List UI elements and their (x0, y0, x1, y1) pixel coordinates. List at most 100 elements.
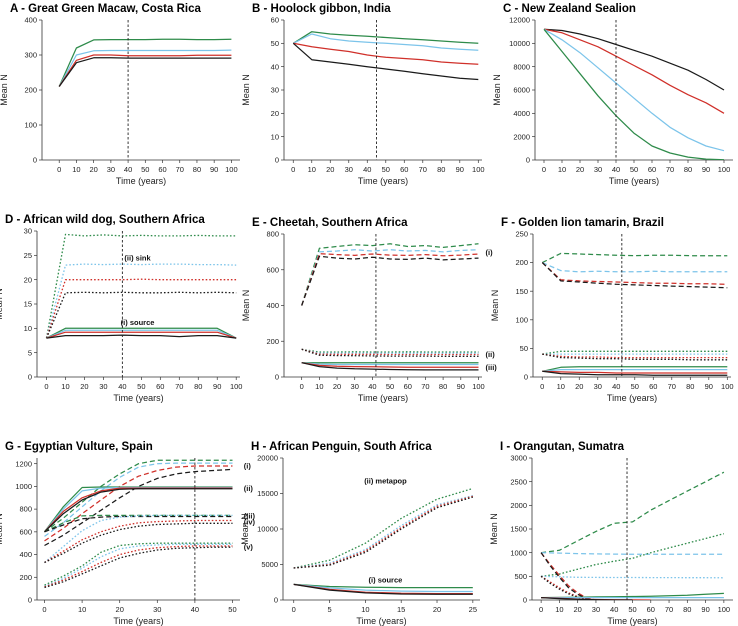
panel-i-xtick-label: 60 (647, 605, 655, 614)
panel-i-xtick-label: 80 (683, 605, 691, 614)
panel-a-series-4-black-solid (58, 57, 232, 87)
panel-c-xtick-label: 100 (718, 165, 731, 174)
panel-h-ytick-label: 0 (274, 596, 278, 605)
panel-h-y-label: Mean N (240, 513, 250, 545)
panel-i-xtick-label: 20 (574, 605, 582, 614)
panel-f-xtick-label: 70 (668, 382, 676, 391)
panel-i-ytick-label: 0 (523, 596, 527, 605)
panel-f: F - Golden lion tamarin, Brazil050100150… (490, 217, 734, 403)
panel-b-ytick-label: 40 (271, 62, 279, 71)
panel-b-series-2-blue-solid (293, 33, 479, 51)
panel-b-xtick-label: 50 (382, 165, 390, 174)
panel-i: I - Orangutan, Sumatra050010001500200025… (489, 441, 733, 626)
panel-e-series-8-black-dot (301, 348, 479, 357)
panel-d-x-label: Time (years) (113, 393, 163, 403)
panel-c-xtick-label: 70 (666, 165, 674, 174)
panel-i-xtick-label: 90 (701, 605, 709, 614)
panel-c-series-3-blue-solid (543, 28, 725, 152)
panel-a-x-label: Time (years) (116, 176, 166, 186)
panel-e-xtick-label: 20 (333, 382, 341, 391)
panel-d-xtick-label: 90 (213, 382, 221, 391)
panel-b-ytick-label: 30 (271, 86, 279, 95)
panel-a-ytick-label: 100 (24, 121, 37, 130)
panel-d-ytick-label: 30 (24, 227, 32, 236)
panel-f-series-8-black-dot (542, 353, 728, 361)
panel-b-title: B - Hoolock gibbon, India (252, 3, 391, 15)
panel-e-series-12-black-solid (301, 362, 479, 371)
panel-g-ytick-label: 1200 (15, 459, 32, 468)
panel-h-ytick-label: 15000 (257, 489, 278, 498)
panel-b-xtick-label: 70 (419, 165, 427, 174)
panel-b-ytick-label: 60 (271, 16, 279, 25)
panel-e-annotation: (iii) (486, 363, 498, 372)
panel-h-ytick-label: 10000 (257, 525, 278, 534)
panel-b-xtick-label: 0 (291, 165, 295, 174)
panel-e-xtick-label: 90 (457, 382, 465, 391)
panel-h-series-6-blue-solid (293, 583, 473, 593)
panel-b-y-label: Mean N (241, 74, 251, 106)
panel-e-series-11-red-solid (301, 362, 479, 368)
panel-g-annotation: (iv) (244, 518, 256, 527)
panel-c-ytick-label: 2000 (513, 132, 530, 141)
panel-c-series-4-green-solid (543, 28, 725, 160)
panel-g-annotation: (ii) (244, 484, 254, 493)
panel-g-ytick-label: 200 (19, 573, 32, 582)
panel-g-series-13-black-dot (44, 522, 233, 564)
panel-e-series-4-black-dash (301, 255, 479, 306)
panel-b-x-label: Time (years) (358, 176, 408, 186)
panel-h-xtick-label: 15 (397, 605, 405, 614)
panel-f-series-4-black-dash (541, 262, 728, 289)
panel-d-xtick-label: 20 (80, 382, 88, 391)
panel-a-xtick-label: 70 (176, 165, 184, 174)
panel-f-xtick-label: 0 (540, 382, 544, 391)
panel-f-series-group (541, 252, 728, 376)
panel-c-ytick-label: 12000 (509, 16, 530, 25)
panel-f-xtick-label: 40 (612, 382, 620, 391)
panel-e-title: E - Cheetah, Southern Africa (252, 217, 408, 229)
panel-a-series-1-green-solid (58, 38, 232, 87)
panel-d-xtick-label: 0 (44, 382, 48, 391)
panel-a-y-label: Mean N (0, 74, 9, 106)
panel-d-ytick-label: 15 (24, 300, 32, 309)
panel-h-series-4-black-dot (293, 496, 473, 569)
panel-c-xtick-label: 50 (630, 165, 638, 174)
panel-c-series-group (543, 28, 725, 160)
panel-c-title: C - New Zealand Sealion (503, 3, 636, 15)
panel-b-ytick-label: 20 (271, 109, 279, 118)
panel-d-series-group (45, 233, 237, 339)
panel-i-ytick-label: 3000 (510, 454, 527, 463)
panel-e-xtick-label: 70 (421, 382, 429, 391)
panel-i-series-12-black-solid (541, 596, 633, 600)
panel-e-annotation: (i) (486, 248, 494, 257)
panel-d-ytick-label: 5 (28, 348, 32, 357)
panel-d-series-8-black-solid (46, 334, 237, 339)
panel-a-xtick-label: 90 (210, 165, 218, 174)
panel-e-xtick-label: 10 (315, 382, 323, 391)
panel-c-x-label: Time (years) (609, 176, 659, 186)
panel-a-title: A - Great Green Macaw, Costa Rica (10, 3, 201, 15)
panel-i-series-3-green-dot (541, 533, 725, 577)
panel-e-xtick-label: 0 (300, 382, 304, 391)
panel-c-y-label: Mean N (492, 74, 502, 106)
panel-c-xtick-label: 40 (612, 165, 620, 174)
panel-f-series-12-black-solid (542, 370, 728, 376)
panel-b-xtick-label: 40 (363, 165, 371, 174)
panel-e-xtick-label: 60 (404, 382, 412, 391)
panel-e-xtick-label: 50 (386, 382, 394, 391)
panel-d-xtick-label: 40 (118, 382, 126, 391)
panel-d-xtick-label: 60 (156, 382, 164, 391)
panel-b-series-4-black-solid (292, 42, 479, 81)
panel-d-ytick-label: 25 (24, 251, 32, 260)
panel-e-ytick-label: 200 (266, 337, 279, 346)
panel-a-ytick-label: 400 (24, 16, 37, 25)
panel-f-series-10-blue-solid (542, 368, 728, 372)
panel-c-series-1-black-solid (543, 28, 725, 91)
panel-h-ytick-label: 20000 (257, 454, 278, 463)
panel-d-annotation: (ii) sink (124, 253, 151, 262)
panel-f-xtick-label: 50 (631, 382, 639, 391)
panel-d-xtick-label: 30 (99, 382, 107, 391)
panel-c-ytick-label: 10000 (509, 39, 530, 48)
panel-g-xtick-label: 0 (42, 605, 46, 614)
panel-a-series-3-red-solid (58, 54, 232, 87)
panel-h-series-5-green-solid (293, 583, 473, 589)
